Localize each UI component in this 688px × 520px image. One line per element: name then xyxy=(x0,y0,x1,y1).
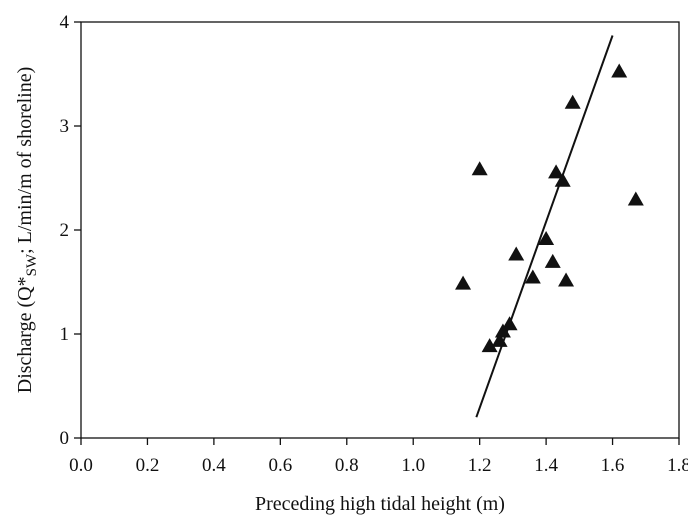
data-point-triangle xyxy=(558,272,575,287)
x-axis-title: Preceding high tidal height (m) xyxy=(255,493,505,515)
y-axis-ticks: 0 1 2 3 4 xyxy=(60,12,81,449)
data-point-triangle xyxy=(501,316,518,331)
x-tick-label: 0.2 xyxy=(136,455,160,476)
data-point-triangle xyxy=(627,191,644,206)
data-point-triangle xyxy=(554,172,571,187)
y-axis-title-suffix: ; L/min/m of shoreline) xyxy=(14,67,36,254)
data-point-triangle xyxy=(508,246,525,261)
x-tick-label: 1.6 xyxy=(601,455,625,476)
x-tick-label: 1.4 xyxy=(534,455,558,476)
data-point-triangle xyxy=(455,275,472,290)
data-point-triangle xyxy=(611,63,628,78)
x-tick-label: 0.8 xyxy=(335,455,359,476)
x-tick-label: 0.4 xyxy=(202,455,226,476)
y-axis-title-subscript: SW xyxy=(24,253,40,276)
x-tick-label: 1.8 xyxy=(667,455,688,476)
data-point-triangle xyxy=(481,338,498,353)
x-tick-label: 0.0 xyxy=(69,455,93,476)
x-tick-label: 1.2 xyxy=(468,455,492,476)
x-tick-label: 1.0 xyxy=(401,455,425,476)
y-tick-label: 4 xyxy=(60,12,70,33)
x-tick-label: 0.6 xyxy=(268,455,292,476)
data-point-triangle xyxy=(544,253,561,268)
data-point-triangle xyxy=(524,269,541,284)
data-points xyxy=(455,63,644,353)
data-point-triangle xyxy=(538,230,555,245)
y-axis-title-prefix: Discharge (Q* xyxy=(14,276,36,393)
trendline xyxy=(475,35,614,418)
data-point-triangle xyxy=(491,332,508,347)
y-tick-label: 3 xyxy=(60,116,70,137)
data-point-triangle xyxy=(548,164,565,179)
y-tick-label: 0 xyxy=(60,428,70,449)
plot-area-frame xyxy=(80,21,680,439)
data-point-triangle xyxy=(471,161,488,176)
y-tick-label: 1 xyxy=(60,324,70,345)
y-axis-title: Discharge (Q*SW; L/min/m of shoreline) xyxy=(14,67,40,394)
y-tick-label: 2 xyxy=(60,220,70,241)
data-point-triangle xyxy=(494,323,511,338)
data-point-triangle xyxy=(564,94,581,109)
x-axis-ticks: 0.0 0.2 0.4 0.6 0.8 1.0 1.2 1.4 1.6 1.8 xyxy=(69,438,688,476)
